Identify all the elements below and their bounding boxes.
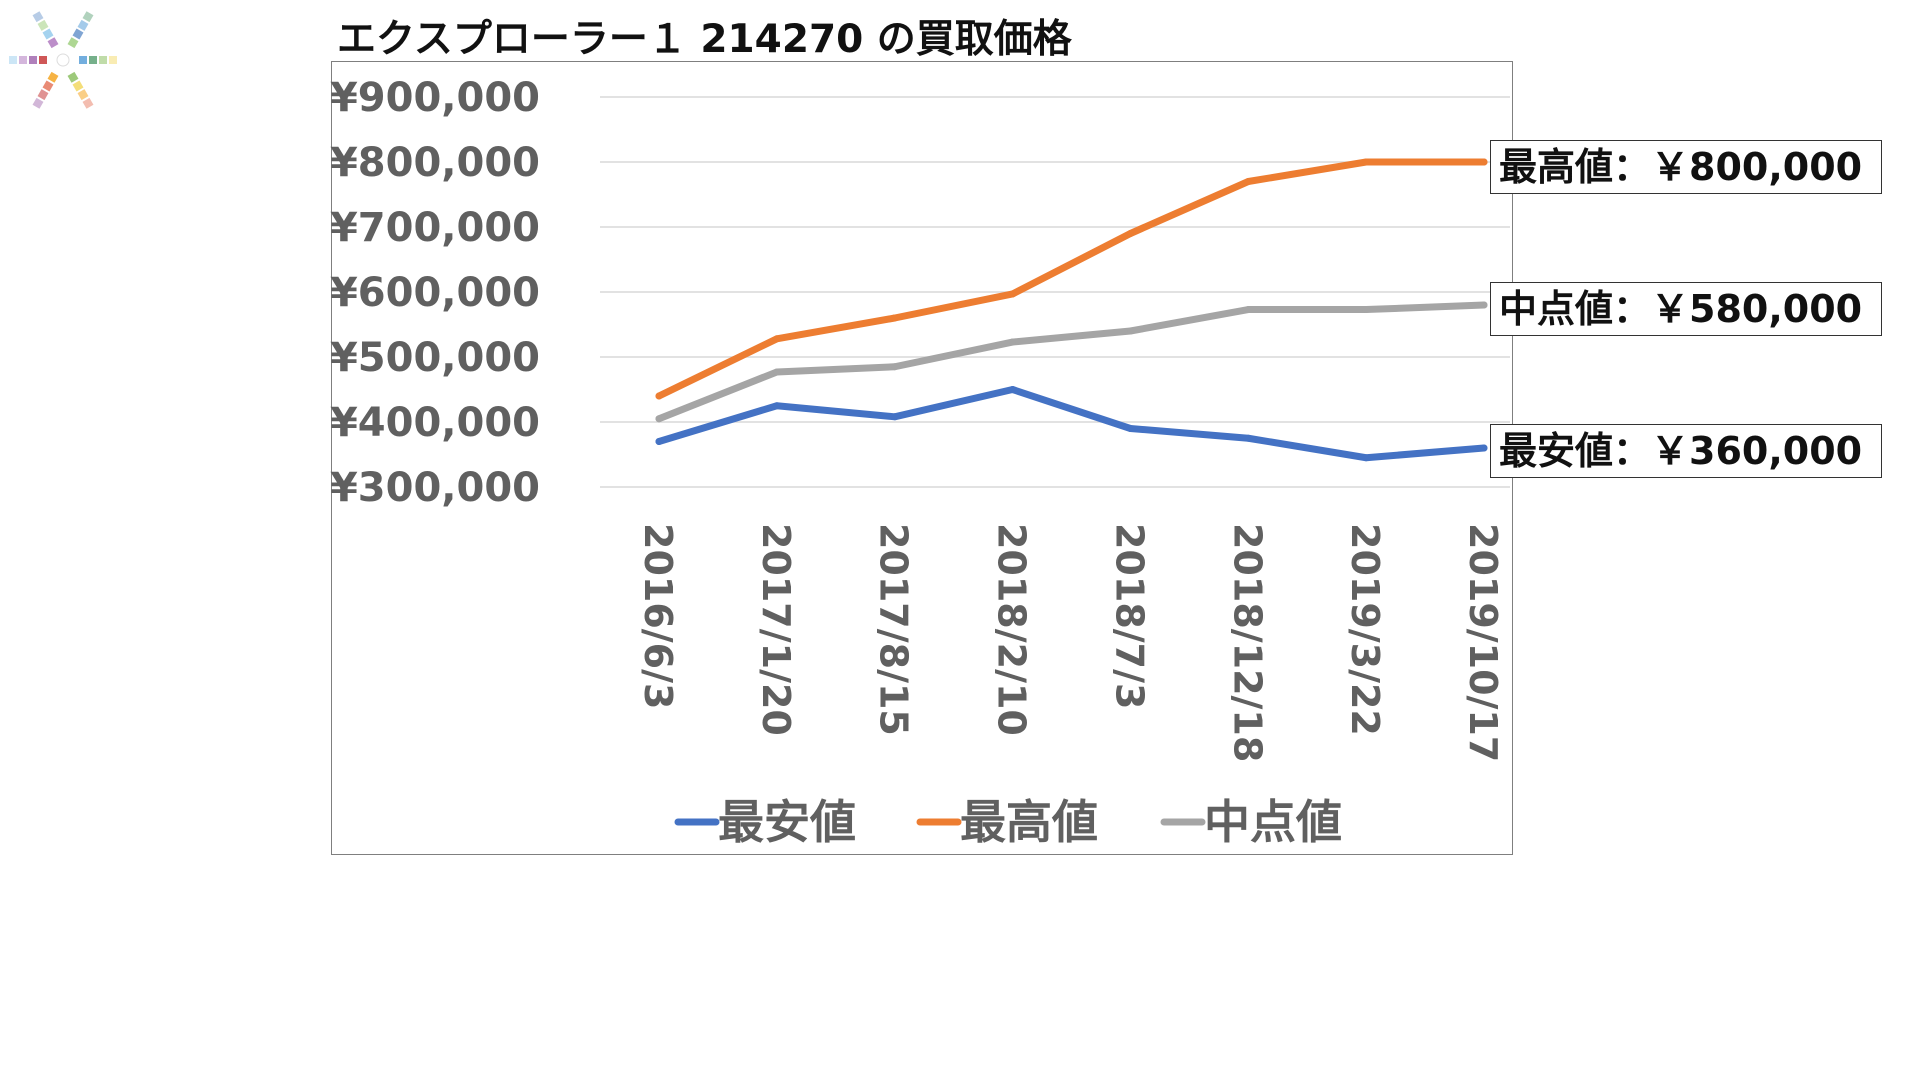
x-tick-label: 2018/12/18: [1225, 523, 1269, 762]
data-point: [891, 413, 899, 421]
y-tick-label: ¥400,000: [330, 400, 540, 446]
logo-square: [32, 97, 44, 109]
data-point: [891, 314, 899, 322]
data-point: [655, 438, 663, 445]
logo-square: [77, 19, 89, 31]
data-point: [1009, 386, 1017, 393]
y-tick-label: ¥800,000: [330, 140, 540, 186]
legend-label: 最安値: [718, 795, 856, 849]
logo-square: [29, 56, 37, 64]
data-point: [1244, 178, 1252, 185]
logo-square: [79, 56, 87, 64]
y-tick-label: ¥600,000: [330, 270, 540, 316]
series-line: [655, 158, 1488, 400]
data-point: [1362, 158, 1370, 166]
data-point: [1126, 327, 1134, 335]
logo-square: [99, 56, 107, 64]
logo-square: [72, 28, 84, 40]
logo-square: [37, 19, 49, 31]
data-point: [1480, 301, 1488, 309]
series-line: [655, 386, 1488, 462]
x-tick-label: 2019/10/17: [1461, 523, 1505, 762]
logo-square: [47, 71, 59, 83]
data-point: [773, 402, 781, 410]
logo-square: [19, 56, 27, 64]
logo-square: [42, 28, 54, 40]
data-point: [1362, 306, 1370, 314]
y-tick-label: ¥300,000: [330, 465, 540, 511]
logo-square: [72, 80, 84, 92]
y-tick-label: ¥700,000: [330, 205, 540, 251]
logo-square: [42, 80, 54, 92]
legend-label: 中点値: [1204, 795, 1342, 849]
logo-square: [39, 56, 47, 64]
logo-square: [37, 89, 49, 101]
data-point: [1480, 158, 1488, 166]
data-point: [1362, 454, 1370, 462]
series-line: [655, 301, 1488, 423]
logo-square: [77, 89, 89, 101]
logo-square: [9, 56, 17, 64]
logo-square: [32, 11, 44, 23]
logo-square: [67, 71, 79, 83]
chart-title: エクスプローラー１ 214270 の買取価格: [337, 17, 1072, 62]
legend-label: 最高値: [960, 795, 1098, 849]
data-point: [1009, 338, 1017, 346]
data-point: [773, 368, 781, 376]
data-point: [773, 335, 781, 343]
y-tick-label: ¥900,000: [330, 75, 540, 121]
callout-min: 最安値：￥360,000: [1490, 424, 1882, 478]
callout-mid: 中点値：￥580,000: [1490, 282, 1882, 336]
logo-square: [82, 11, 94, 23]
data-point: [655, 392, 663, 400]
data-point: [1126, 425, 1134, 432]
x-tick-label: 2018/7/3: [1107, 523, 1151, 709]
chart-area: [331, 61, 1513, 855]
callout-max: 最高値：￥800,000: [1490, 140, 1882, 194]
logo-icon: [9, 11, 117, 109]
data-point: [1480, 444, 1488, 452]
logo-square: [82, 97, 94, 109]
data-point: [1244, 434, 1252, 442]
x-tick-label: 2017/1/20: [754, 523, 798, 736]
x-tick-label: 2017/8/15: [872, 523, 916, 736]
logo-square: [67, 37, 79, 49]
data-point: [1009, 290, 1017, 298]
logo-square: [89, 56, 97, 64]
data-point: [655, 415, 663, 423]
x-tick-label: 2016/6/3: [636, 523, 680, 709]
x-tick-label: 2018/2/10: [990, 523, 1034, 736]
y-tick-label: ¥500,000: [330, 335, 540, 381]
data-point: [891, 363, 899, 371]
x-tick-label: 2019/3/22: [1343, 523, 1387, 736]
data-point: [1126, 230, 1134, 237]
data-point: [1244, 306, 1252, 314]
logo-square: [109, 56, 117, 64]
logo-square: [47, 37, 59, 49]
